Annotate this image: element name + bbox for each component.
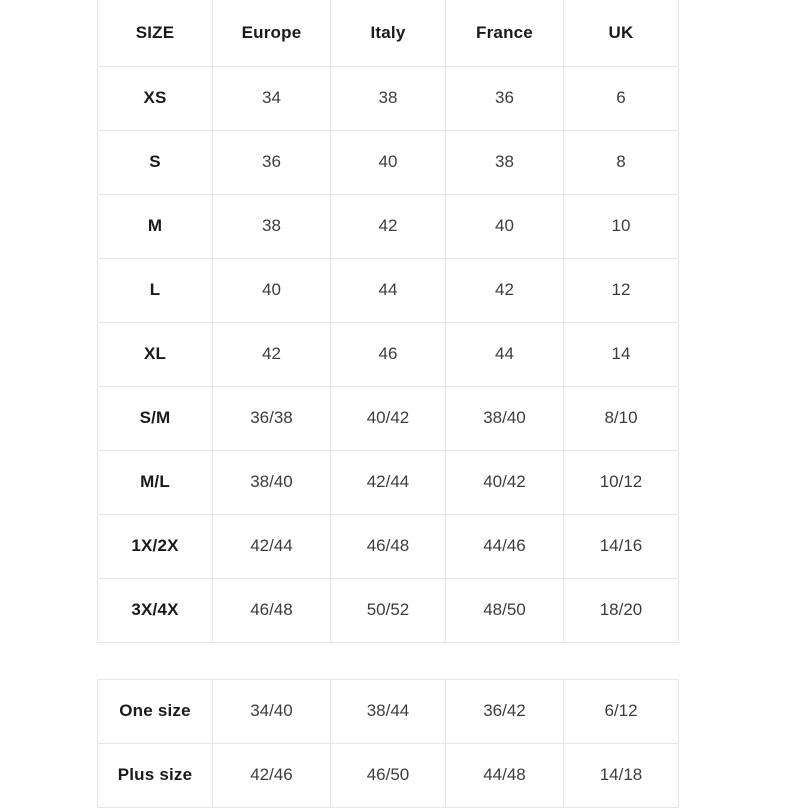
cell-italy: 38 [330,66,446,131]
standard-size-conversion-table: SIZE Europe Italy France UK XS 34 38 36 … [97,0,679,643]
cell-france: 36 [445,66,564,131]
cell-france: 44/46 [445,514,564,579]
table-row: M 38 42 40 10 [97,194,679,259]
cell-italy: 40/42 [330,386,446,451]
cell-italy: 50/52 [330,578,446,643]
column-header-france: France [445,0,564,67]
cell-italy: 40 [330,130,446,195]
cell-uk: 12 [563,258,679,323]
cell-uk: 6 [563,66,679,131]
cell-france: 44 [445,322,564,387]
cell-size: M [97,194,213,259]
cell-size: 1X/2X [97,514,213,579]
cell-europe: 36/38 [212,386,331,451]
table-separator [97,643,678,679]
cell-europe: 36 [212,130,331,195]
table-body: XS 34 38 36 6 S 36 40 38 8 M 38 42 40 10 [97,66,679,643]
column-header-uk: UK [563,0,679,67]
cell-france: 48/50 [445,578,564,643]
cell-size: M/L [97,450,213,515]
cell-italy: 46/50 [330,743,446,808]
cell-italy: 42/44 [330,450,446,515]
cell-europe: 42/44 [212,514,331,579]
column-header-size: SIZE [97,0,213,67]
table-row: S 36 40 38 8 [97,130,679,195]
cell-france: 42 [445,258,564,323]
cell-europe: 38 [212,194,331,259]
cell-europe: 42 [212,322,331,387]
cell-europe: 34/40 [212,679,331,744]
table-row: S/M 36/38 40/42 38/40 8/10 [97,386,679,451]
table-header: SIZE Europe Italy France UK [97,0,679,67]
one-size-conversion-table: One size 34/40 38/44 36/42 6/12 Plus siz… [97,679,679,808]
table-row: XL 42 46 44 14 [97,322,679,387]
cell-size: XS [97,66,213,131]
cell-italy: 42 [330,194,446,259]
cell-france: 44/48 [445,743,564,808]
table-row: M/L 38/40 42/44 40/42 10/12 [97,450,679,515]
cell-size: L [97,258,213,323]
cell-france: 40/42 [445,450,564,515]
cell-italy: 46 [330,322,446,387]
cell-europe: 38/40 [212,450,331,515]
table-row: One size 34/40 38/44 36/42 6/12 [97,679,679,744]
cell-uk: 10/12 [563,450,679,515]
cell-uk: 14 [563,322,679,387]
cell-france: 40 [445,194,564,259]
table-header-row: SIZE Europe Italy France UK [97,0,679,67]
cell-size: One size [97,679,213,744]
cell-europe: 34 [212,66,331,131]
cell-france: 38/40 [445,386,564,451]
cell-france: 36/42 [445,679,564,744]
cell-uk: 8/10 [563,386,679,451]
cell-uk: 18/20 [563,578,679,643]
cell-europe: 40 [212,258,331,323]
cell-size: XL [97,322,213,387]
table-row: L 40 44 42 12 [97,258,679,323]
cell-uk: 14/18 [563,743,679,808]
table-row: 1X/2X 42/44 46/48 44/46 14/16 [97,514,679,579]
cell-uk: 14/16 [563,514,679,579]
table-row: XS 34 38 36 6 [97,66,679,131]
cell-size: S [97,130,213,195]
cell-size: Plus size [97,743,213,808]
cell-uk: 6/12 [563,679,679,744]
cell-europe: 46/48 [212,578,331,643]
cell-france: 38 [445,130,564,195]
cell-size: 3X/4X [97,578,213,643]
cell-uk: 10 [563,194,679,259]
column-header-europe: Europe [212,0,331,67]
column-header-italy: Italy [330,0,446,67]
table-body: One size 34/40 38/44 36/42 6/12 Plus siz… [97,679,679,808]
cell-italy: 38/44 [330,679,446,744]
cell-europe: 42/46 [212,743,331,808]
size-chart-container: SIZE Europe Italy France UK XS 34 38 36 … [97,0,679,808]
cell-uk: 8 [563,130,679,195]
cell-italy: 44 [330,258,446,323]
table-row: Plus size 42/46 46/50 44/48 14/18 [97,743,679,808]
table-row: 3X/4X 46/48 50/52 48/50 18/20 [97,578,679,643]
cell-italy: 46/48 [330,514,446,579]
cell-size: S/M [97,386,213,451]
